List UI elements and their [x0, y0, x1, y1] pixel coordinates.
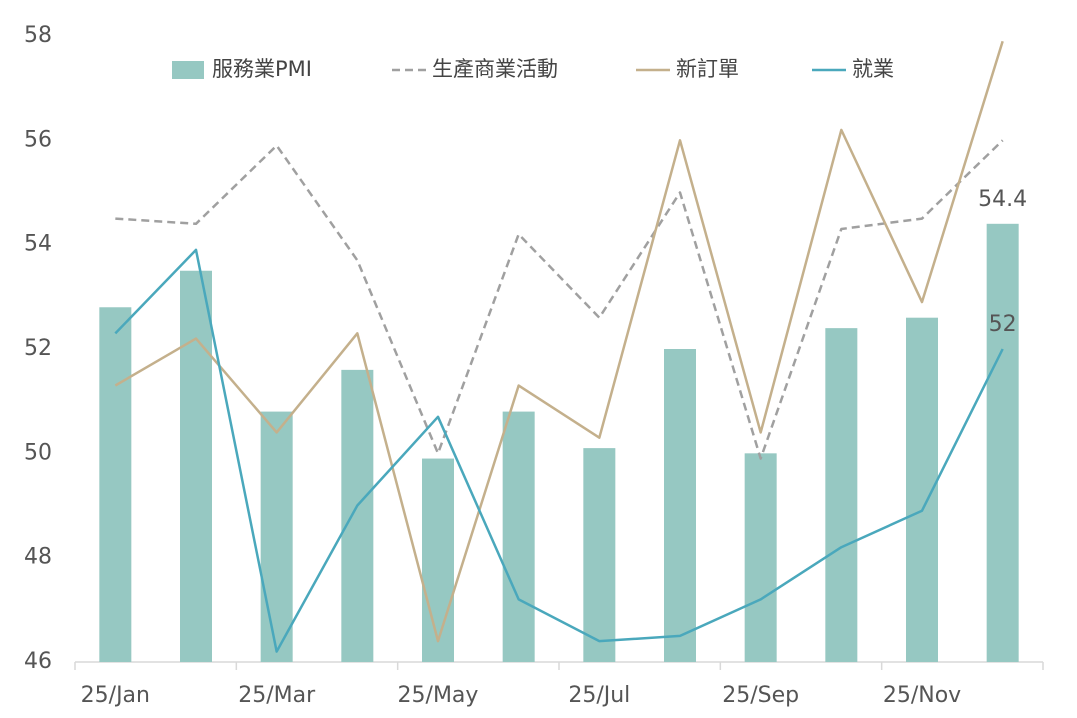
- bar: [502, 411, 535, 662]
- y-tick-label: 56: [24, 127, 52, 152]
- x-tick-label: 25/Mar: [238, 683, 316, 708]
- y-tick-label: 58: [24, 23, 52, 48]
- legend-label: 服務業PMI: [212, 57, 312, 81]
- legend-label: 新訂單: [676, 57, 739, 81]
- y-tick-label: 54: [24, 232, 52, 257]
- y-tick-label: 50: [24, 440, 52, 465]
- legend-label: 就業: [852, 57, 894, 81]
- bar: [99, 307, 132, 662]
- y-tick-label: 46: [24, 649, 52, 674]
- legend-swatch: [172, 61, 204, 79]
- x-tick-label: 25/Sep: [722, 683, 799, 708]
- bar: [744, 453, 777, 662]
- data-label: 54.4: [978, 187, 1027, 212]
- bar: [825, 328, 858, 662]
- bar: [583, 448, 616, 662]
- data-label: 52: [989, 312, 1017, 337]
- line-series: [114, 248, 1004, 653]
- y-tick-label: 48: [24, 545, 52, 570]
- bar: [986, 223, 1019, 663]
- line-series: [114, 40, 1004, 643]
- bar: [664, 349, 696, 662]
- line-series: [115, 139, 1004, 460]
- legend-label: 生產商業活動: [432, 57, 558, 81]
- bar: [341, 369, 374, 662]
- x-tick-label: 25/Jul: [568, 683, 630, 708]
- bar: [260, 411, 293, 662]
- bar: [422, 458, 454, 662]
- x-tick-label: 25/May: [398, 683, 479, 708]
- bar: [180, 270, 212, 662]
- y-tick-label: 52: [24, 336, 52, 361]
- x-tick-label: 25/Jan: [81, 683, 150, 708]
- x-tick-label: 25/Nov: [883, 683, 961, 708]
